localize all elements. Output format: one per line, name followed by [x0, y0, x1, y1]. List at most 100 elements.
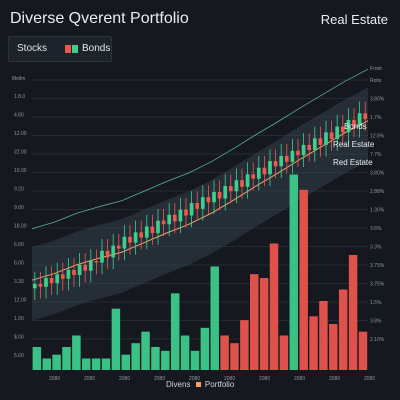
legend-swatch-red	[65, 45, 71, 53]
volume-bar	[180, 335, 190, 370]
volume-bar	[230, 343, 239, 370]
candle-body	[128, 236, 132, 243]
x-caption: Divens Portfolio	[166, 380, 234, 389]
y-tick-label-left: 18.00	[14, 224, 27, 230]
chart-title: Diverse Qverent Portfolio	[10, 10, 189, 27]
chart-right-title: Real Estate	[320, 12, 388, 27]
candle-body	[200, 197, 205, 209]
volume-bar	[200, 327, 210, 370]
x-tick-label: 2080	[49, 376, 60, 382]
volume-bar	[250, 274, 259, 370]
y-tick-label-right: 1.30%	[370, 208, 385, 214]
volume-bar	[121, 354, 131, 370]
y-tick-label-right: Rotis	[370, 78, 382, 84]
trend-line	[31, 120, 369, 281]
volume-bar	[91, 358, 101, 370]
volume-bar	[141, 331, 150, 370]
candle-body	[268, 161, 272, 175]
volume-bar	[319, 301, 328, 370]
y-tick-label-left: 9.00	[14, 205, 24, 211]
candle-body	[290, 150, 295, 162]
volume-bar	[32, 347, 42, 370]
candle-body	[156, 220, 160, 234]
x-tick-label: 2080	[364, 376, 375, 382]
volume-bar	[131, 343, 140, 370]
x-caption-swatch	[195, 382, 201, 387]
candle-body	[329, 132, 334, 140]
annotation-bonds: Bonds	[344, 122, 367, 131]
volume-bar	[269, 243, 279, 370]
volume-bar	[161, 350, 170, 370]
candle-body	[284, 155, 289, 162]
candle-body	[100, 250, 104, 263]
y-tick-label-right: 3.3%	[370, 245, 382, 251]
candle-body	[66, 269, 71, 279]
candle-body	[206, 197, 211, 203]
volume-bar	[42, 358, 51, 370]
candle-body	[49, 278, 54, 284]
candle-body	[262, 167, 267, 175]
trend-band	[32, 87, 368, 321]
x-tick-label: 2080	[294, 376, 305, 382]
y-tick-label-left: 1.00	[14, 316, 24, 322]
y-tick-label-left: 5.00	[14, 353, 24, 359]
y-tick-label-left: $.00	[14, 335, 24, 341]
y-tick-label-right: 7.7%	[370, 152, 382, 158]
candle-body	[116, 245, 121, 249]
y-tick-label-left: 12.00	[14, 131, 27, 137]
legend: Stocks Bonds	[8, 36, 112, 62]
x-tick-label: 2080	[84, 376, 95, 382]
candle-body	[212, 191, 216, 203]
candle-body	[178, 209, 183, 222]
candle-body	[340, 126, 345, 133]
candle-body	[167, 214, 172, 225]
candle-body	[38, 283, 43, 287]
x-caption-right: Portfolio	[204, 380, 235, 389]
candle-body	[32, 283, 37, 289]
volume-bar	[299, 189, 308, 370]
candle-body	[150, 226, 155, 234]
volume-bar	[111, 308, 121, 370]
candle-body	[139, 232, 144, 238]
volume-bar	[220, 335, 229, 370]
candle-body	[352, 119, 356, 126]
candle-body	[77, 264, 82, 276]
candle-body	[133, 232, 138, 243]
candle-body	[189, 203, 194, 216]
candle-body	[105, 250, 110, 258]
candle-body	[44, 278, 48, 287]
candle-body	[144, 226, 149, 238]
candle-body	[256, 167, 261, 179]
y-tick-label-left: 3.30	[14, 279, 24, 285]
candle-body	[335, 126, 340, 140]
y-tick-label-right: 3.6%	[370, 226, 382, 232]
y-tick-label-right: 12.8%	[370, 134, 385, 140]
candle-body	[240, 180, 244, 187]
y-tick-label-right: 3.80%	[370, 97, 385, 103]
candle-body	[357, 113, 362, 126]
candle-body	[234, 180, 239, 192]
candle-body	[122, 236, 127, 249]
legend-swatch-green	[72, 45, 78, 53]
candle-body	[324, 132, 328, 145]
volume-bar	[338, 289, 348, 370]
x-tick-label: 2080	[119, 376, 130, 382]
x-tick-label: 2080	[259, 376, 270, 382]
y-tick-label-left: 19.00	[14, 168, 27, 174]
y-tick-label-right: 2.88%	[370, 189, 385, 195]
y-tick-label-left: 1.8.0	[14, 94, 25, 100]
volume-bar	[151, 347, 160, 370]
annotation-real-estate: Real Estate	[333, 140, 375, 149]
candle-body	[60, 274, 65, 279]
y-tick-label-left: 6.00	[14, 242, 24, 248]
legend-label-stocks: Stocks	[17, 43, 48, 54]
y-axis-header-right: Frnet	[370, 66, 382, 72]
candle-body	[346, 119, 351, 133]
candle-body	[195, 203, 200, 209]
volume-bar	[259, 278, 269, 370]
volume-bar	[348, 255, 358, 370]
candle-body	[217, 191, 222, 199]
y-tick-label-left: 4.80	[14, 113, 24, 119]
volume-bar	[309, 316, 318, 370]
candle-body	[296, 150, 300, 156]
